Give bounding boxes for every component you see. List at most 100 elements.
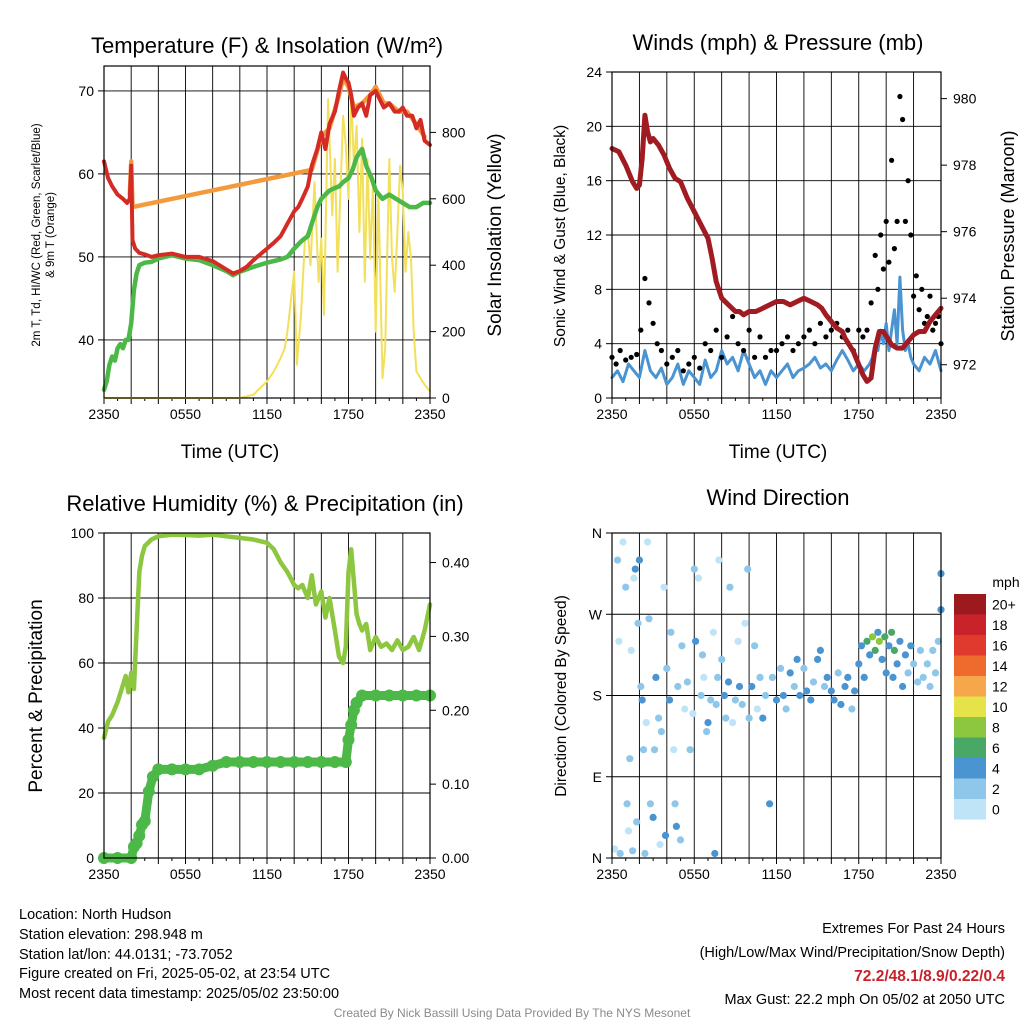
colorbar-label: 0	[992, 801, 1000, 817]
gust-point	[708, 347, 714, 354]
precipitation-point	[138, 815, 151, 828]
rh-ytick-label: 60	[78, 655, 94, 671]
wind-direction-point	[834, 669, 842, 677]
gust-point	[916, 307, 922, 313]
wind-direction-point	[793, 655, 801, 664]
gust-point	[812, 341, 818, 347]
wind-direction-point	[868, 633, 877, 641]
gust-point	[900, 116, 906, 123]
wind-direction-point	[744, 565, 752, 573]
gust-point	[919, 286, 925, 292]
gust-point	[686, 361, 692, 367]
temperature-ylabel-left-2: & 9m T (Orange)	[45, 192, 57, 278]
wind-ytick-label: 12	[586, 227, 602, 243]
extremes-legend: (High/Low/Max Wind/Precipitation/Snow De…	[699, 944, 1005, 961]
wind-xtick-label: 2350	[596, 406, 627, 422]
wind-direction-point	[753, 705, 761, 713]
wind-direction-point	[707, 696, 715, 704]
colorbar-label: 6	[992, 740, 1000, 756]
gust-point	[817, 320, 824, 326]
precipitation-point	[220, 756, 233, 768]
gust-point	[828, 327, 834, 333]
colorbar-swatch	[954, 655, 986, 676]
wind-direction-point	[724, 678, 733, 686]
rh-xtick-label: 0550	[170, 866, 201, 882]
precipitation-point	[345, 719, 358, 731]
winds-xlabel: Time (UTC)	[729, 442, 828, 463]
wind-direction-point	[759, 714, 767, 722]
wind-ytick-right-label: 980	[953, 91, 977, 107]
colorbar-swatch	[954, 799, 986, 820]
max-gust: Max Gust: 22.2 mph On 05/02 at 2050 UTC	[724, 991, 1005, 1008]
temp-ytick-right-label: 0	[442, 390, 450, 406]
figure-created: Figure created on Fri, 2025-05-02, at 23…	[19, 966, 331, 983]
wind-direction-point	[666, 696, 674, 704]
wind-direction-point	[704, 719, 712, 727]
wind-direction-point	[635, 556, 644, 564]
wind-direction-point	[681, 705, 689, 713]
wind-ytick-right-label: 976	[953, 224, 977, 240]
gust-point	[691, 354, 697, 360]
temperature-ylabel-right: Solar Insolation (Yellow)	[485, 133, 506, 336]
precipitation-point	[328, 756, 341, 768]
gust-point	[646, 300, 652, 306]
wind-direction-point	[779, 691, 788, 700]
gust-point	[628, 354, 634, 360]
rh-ytick-right-label: 0.10	[442, 776, 469, 792]
dir-xtick-label: 1750	[843, 866, 874, 882]
wind-direction-point	[837, 700, 845, 709]
wind-direction-point	[670, 746, 678, 754]
gust-point	[894, 218, 900, 224]
wind-ytick-label: 20	[586, 118, 602, 134]
dir-ytick-label: N	[592, 525, 602, 541]
wind-direction-point	[796, 691, 804, 700]
wind-direction-point	[766, 800, 774, 808]
gust-point	[790, 347, 796, 354]
wind-direction-point	[934, 637, 942, 645]
wind-direction-point	[656, 840, 664, 849]
wind-direction-point	[741, 619, 749, 627]
wind-xtick-label: 2350	[925, 406, 956, 422]
wind-direction-point	[863, 637, 871, 645]
wind-direction-point	[761, 691, 770, 700]
rh-xtick-label: 2350	[414, 866, 445, 882]
wind-direction-point	[642, 719, 650, 727]
wind-direction-point	[619, 538, 627, 546]
gust-point	[856, 327, 862, 333]
wind-direction-point	[814, 655, 822, 664]
gust-point	[891, 246, 898, 252]
wind-direction-point	[698, 651, 707, 659]
wind-direction-point	[674, 682, 682, 691]
wind-direction-point	[871, 646, 879, 655]
wind-direction-point	[841, 682, 849, 691]
gust-point	[768, 347, 774, 354]
gust-point	[913, 273, 919, 279]
wind-direction-point	[683, 678, 692, 686]
wind-direction-point	[624, 827, 633, 835]
wind-direction-point	[689, 710, 697, 718]
gust-point	[902, 218, 909, 224]
wind-direction-point	[638, 696, 646, 704]
dir-xtick-label: 2350	[925, 866, 956, 882]
colorbar-swatch	[954, 778, 986, 799]
gust-point	[669, 354, 675, 360]
wind-direction-point	[712, 700, 720, 709]
wind-direction-point	[851, 687, 859, 695]
station-latlon: Station lat/lon: 44.0131; -73.7052	[19, 946, 233, 963]
wind-direction-point	[896, 637, 904, 645]
colorbar-label: 14	[992, 658, 1008, 674]
wind-direction-point	[738, 700, 746, 709]
precipitation-point	[339, 756, 352, 768]
extremes-heading: Extremes For Past 24 Hours	[822, 921, 1005, 937]
wind-direction-point	[910, 660, 918, 668]
gust-point	[664, 361, 670, 367]
precipitation-point	[206, 759, 219, 772]
dir-xtick-label: 2350	[596, 866, 627, 882]
dir-xtick-label: 0550	[679, 866, 710, 882]
precipitation-point	[179, 763, 192, 776]
colorbar-swatch	[954, 696, 986, 717]
wind-xtick-label: 1750	[843, 406, 874, 422]
wind-direction-point	[715, 556, 723, 564]
gust-point	[868, 300, 874, 306]
wind-direction-point	[694, 574, 703, 582]
